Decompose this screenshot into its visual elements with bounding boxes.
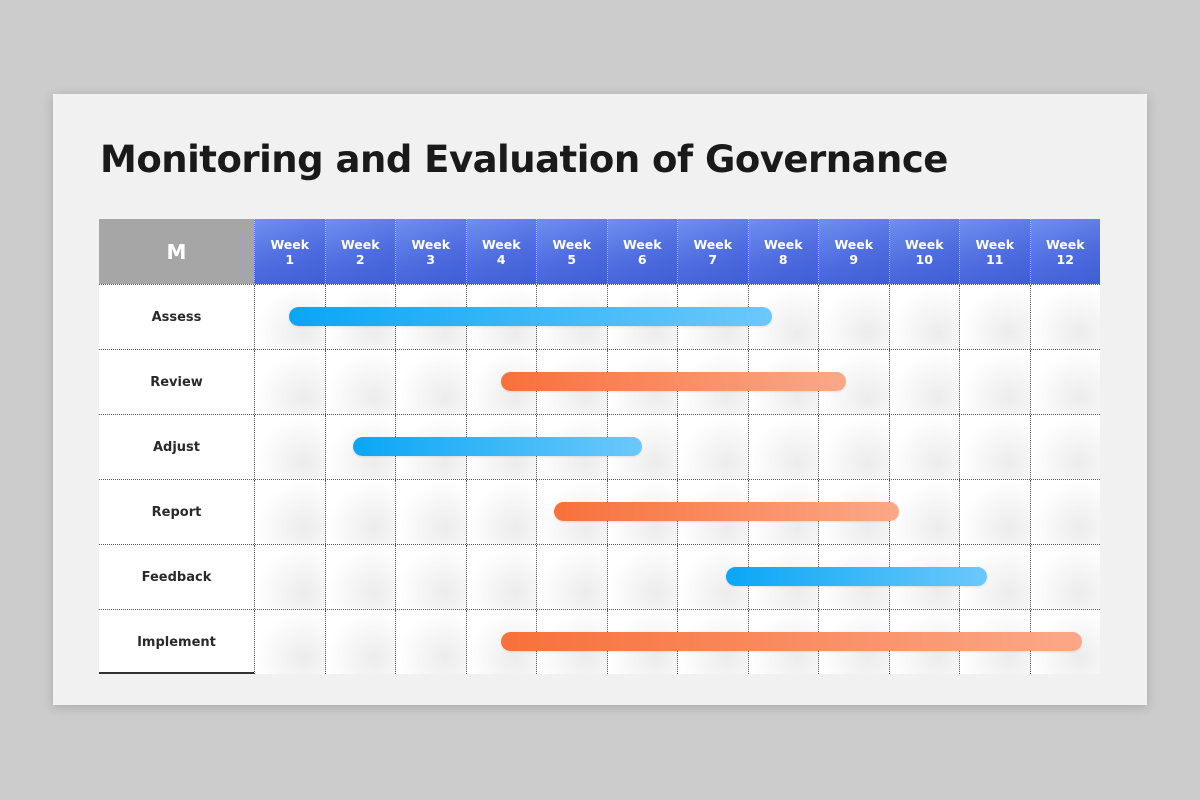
grid-cell xyxy=(677,415,748,479)
week-header-word: Week xyxy=(763,236,803,252)
grid-cell xyxy=(888,285,959,349)
week-header-number: 6 xyxy=(637,251,647,267)
grid-cell xyxy=(324,350,395,414)
week-header-5: Week 5 xyxy=(536,219,607,284)
task-label: Assess xyxy=(151,309,202,325)
grid-cell xyxy=(536,545,607,609)
grid-cell xyxy=(959,285,1030,349)
task-bar-feedback xyxy=(726,567,988,586)
week-header-1: Week 1 xyxy=(254,219,325,284)
week-header-number: 1 xyxy=(285,251,295,267)
grid-cell xyxy=(395,545,466,609)
week-header-7: Week 7 xyxy=(677,219,748,284)
task-label: Feedback xyxy=(141,569,212,585)
grid-cell xyxy=(959,415,1030,479)
task-label: Review xyxy=(150,374,203,390)
week-header-word: Week xyxy=(270,236,310,252)
grid-cell xyxy=(324,480,395,544)
week-header-word: Week xyxy=(552,236,592,252)
week-header-number: 8 xyxy=(778,251,788,267)
week-header-9: Week 9 xyxy=(818,219,889,284)
grid-cell xyxy=(395,480,466,544)
week-header-word: Week xyxy=(904,236,944,252)
task-row-report: Report xyxy=(99,479,1100,544)
week-header-number: 2 xyxy=(355,251,365,267)
week-header-11: Week 11 xyxy=(959,219,1030,284)
corner-header: M xyxy=(99,219,254,284)
grid-cell xyxy=(888,415,959,479)
grid-cell xyxy=(324,545,395,609)
week-header-number: 9 xyxy=(849,251,859,267)
task-row-review: Review xyxy=(99,349,1100,414)
grid-cell xyxy=(959,480,1030,544)
week-header-number: 5 xyxy=(567,251,577,267)
week-header-8: Week 8 xyxy=(747,219,818,284)
week-header-12: Week 12 xyxy=(1029,219,1100,284)
grid-cell xyxy=(395,350,466,414)
week-header-word: Week xyxy=(622,236,662,252)
week-header-3: Week 3 xyxy=(395,219,466,284)
grid-cell xyxy=(465,480,536,544)
week-header-4: Week 4 xyxy=(465,219,536,284)
grid-cell xyxy=(395,610,466,674)
slide: Monitoring and Evaluation of Governance … xyxy=(53,94,1147,705)
grid-cell xyxy=(1029,415,1100,479)
week-header-number: 7 xyxy=(708,251,718,267)
task-bar-report xyxy=(553,502,900,521)
grid-cell xyxy=(254,480,325,544)
week-header-6: Week 6 xyxy=(606,219,677,284)
gantt-chart: M Week 1 Week 2 Week 3 Week 4 Week 5 Week 6 Week 7 Wee… xyxy=(99,219,1100,674)
grid-cell xyxy=(888,480,959,544)
task-row-implement: Implement xyxy=(99,609,1100,674)
task-label: Adjust xyxy=(152,439,201,455)
grid-cell xyxy=(818,415,889,479)
grid-cell xyxy=(888,350,959,414)
grid-cell xyxy=(254,350,325,414)
grid-cell xyxy=(1029,350,1100,414)
grid-cell xyxy=(465,545,536,609)
grid-cell xyxy=(1029,285,1100,349)
week-header-word: Week xyxy=(834,236,874,252)
week-header-number: 3 xyxy=(426,251,436,267)
week-header-number: 11 xyxy=(986,251,1004,267)
task-label: Report xyxy=(151,504,202,520)
grid-cell xyxy=(1029,480,1100,544)
task-bar-implement xyxy=(500,632,1083,651)
week-header-number: 12 xyxy=(1056,251,1074,267)
grid-cell xyxy=(254,415,325,479)
grid-cell xyxy=(606,545,677,609)
slide-title: Monitoring and Evaluation of Governance xyxy=(100,138,948,181)
week-header-2: Week 2 xyxy=(324,219,395,284)
week-header-word: Week xyxy=(481,236,521,252)
grid-cell xyxy=(254,545,325,609)
week-header-number: 10 xyxy=(915,251,933,267)
task-bar-adjust xyxy=(352,437,642,456)
task-bar-review xyxy=(500,372,847,391)
task-row-adjust: Adjust xyxy=(99,414,1100,479)
grid-cell xyxy=(818,285,889,349)
grid-cell xyxy=(959,350,1030,414)
task-row-feedback: Feedback xyxy=(99,544,1100,609)
grid-cell xyxy=(324,610,395,674)
week-header-word: Week xyxy=(975,236,1015,252)
week-header-number: 4 xyxy=(496,251,506,267)
task-bar-assess xyxy=(289,307,773,326)
week-header-10: Week 10 xyxy=(888,219,959,284)
grid-cell xyxy=(254,610,325,674)
grid-cell xyxy=(1029,545,1100,609)
task-label: Implement xyxy=(137,634,216,650)
grid-cell xyxy=(747,415,818,479)
week-header-word: Week xyxy=(340,236,380,252)
week-header-word: Week xyxy=(1045,236,1085,252)
week-header-word: Week xyxy=(693,236,733,252)
week-header-word: Week xyxy=(411,236,451,252)
task-row-assess: Assess xyxy=(99,284,1100,349)
